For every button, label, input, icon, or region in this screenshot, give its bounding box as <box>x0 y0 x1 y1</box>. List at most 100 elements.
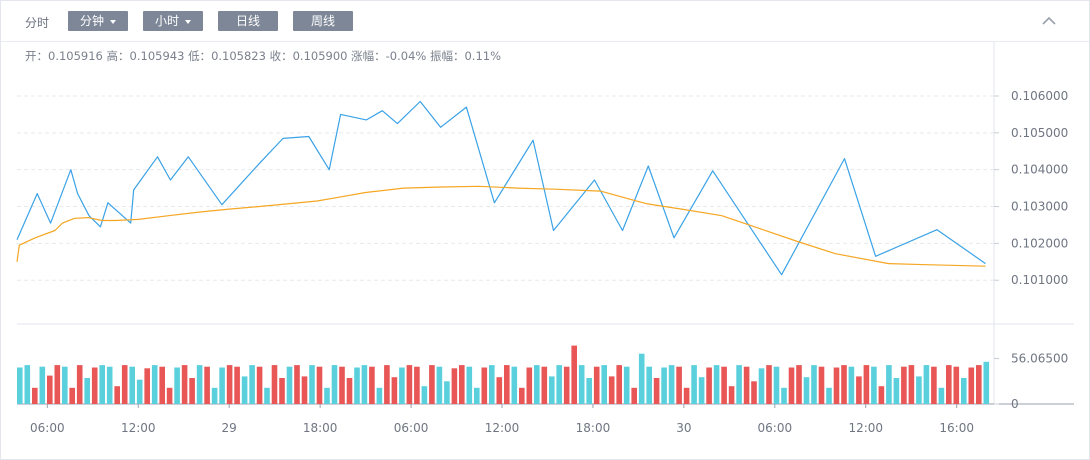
hour-dropdown-button[interactable]: 小时 <box>143 11 203 31</box>
open-label: 开： <box>25 49 48 63</box>
volume-bar <box>496 377 503 404</box>
y-tick-label: 0.106000 <box>1011 89 1068 103</box>
y-tick-label: 0.101000 <box>1011 273 1068 287</box>
volume-tick-label: 56.06500 <box>1011 352 1068 366</box>
collapse-chevron-up-icon[interactable] <box>1039 11 1059 31</box>
volume-bar <box>781 387 787 404</box>
volume-bar <box>706 367 712 404</box>
volume-bar <box>459 365 465 404</box>
volume-bar <box>519 387 525 404</box>
price-line <box>16 100 986 276</box>
volume-bar <box>968 367 975 404</box>
x-tick-label: 16:00 <box>939 421 974 435</box>
volume-bar <box>211 387 218 404</box>
open-value: 0.105916 <box>48 49 103 63</box>
volume-bar <box>916 376 922 404</box>
volume-bar <box>444 381 450 404</box>
volume-bar <box>346 378 353 404</box>
high-value: 0.105943 <box>129 49 185 63</box>
volume-bar <box>796 365 802 404</box>
y-tick-label: 0.105000 <box>1011 126 1068 140</box>
volume-bar <box>856 376 862 404</box>
volume-bar <box>421 386 428 404</box>
volume-bar <box>743 366 750 404</box>
volume-bar <box>436 366 443 404</box>
volume-bar <box>279 378 285 404</box>
volume-bar <box>923 365 930 404</box>
volume-bar <box>249 365 255 404</box>
volume-bar <box>788 367 795 404</box>
x-tick-label: 06:00 <box>394 421 429 435</box>
volume-bar <box>429 365 435 404</box>
volume-bar <box>983 361 990 404</box>
volume-bar <box>376 387 383 404</box>
volume-bar <box>646 366 652 404</box>
volume-bar <box>698 377 705 404</box>
ohlc-readout: 开：0.105916 高：0.105943 低：0.105823 收：0.105… <box>25 48 501 64</box>
minute-dropdown-button[interactable]: 分钟 <box>68 11 128 31</box>
caret-down-icon <box>110 19 116 24</box>
volume-bar <box>773 366 780 404</box>
volume-bar <box>578 365 585 404</box>
volume-bar <box>593 366 600 404</box>
volume-bar <box>758 368 765 404</box>
volume-bar <box>601 365 607 404</box>
x-tick-label: 18:00 <box>303 421 338 435</box>
volume-bar <box>541 366 548 404</box>
minute-label: 分钟 <box>79 14 104 28</box>
volume-bar <box>174 367 180 404</box>
volume-bar <box>736 365 742 404</box>
volume-bar <box>623 366 630 404</box>
volume-bar <box>84 378 90 404</box>
volume-bar <box>713 365 720 404</box>
volume-bar <box>301 376 308 404</box>
x-tick-label: 29 <box>222 421 237 435</box>
volume-bar <box>241 376 248 404</box>
volume-bar <box>339 366 345 404</box>
day-button[interactable]: 日线 <box>218 11 278 31</box>
volume-bar <box>384 365 390 404</box>
volume-bar <box>406 365 413 404</box>
volume-bar <box>226 365 233 404</box>
y-tick-label: 0.102000 <box>1011 236 1068 250</box>
volume-bar <box>811 365 817 404</box>
volume-bar <box>683 387 690 404</box>
volume-bar <box>766 365 772 404</box>
low-value: 0.105823 <box>211 49 266 63</box>
volume-bar <box>331 365 338 404</box>
volume-bar <box>466 366 473 404</box>
caret-down-icon <box>185 19 191 24</box>
volume-bar <box>286 366 293 404</box>
volume-bar <box>563 366 570 404</box>
volume-bar <box>47 375 53 404</box>
close-value: 0.105900 <box>292 49 348 63</box>
volume-bar <box>511 366 518 404</box>
volume-bar <box>354 367 360 404</box>
volume-bar <box>151 365 158 404</box>
volume-bar <box>69 387 75 404</box>
volume-bar <box>886 365 892 404</box>
volume-bar <box>489 365 495 404</box>
volume-bar <box>106 366 113 404</box>
x-tick-label: 06:00 <box>758 421 793 435</box>
volume-bar <box>549 376 555 404</box>
volume-bar <box>534 365 540 404</box>
high-label: 高： <box>106 49 130 63</box>
moving-average-line <box>16 185 986 267</box>
volume-bar <box>144 368 150 404</box>
volume-bar <box>953 366 960 404</box>
volume-bar <box>691 365 697 404</box>
volume-bar <box>294 365 300 404</box>
volume-bar <box>638 353 645 404</box>
volume-bar <box>668 365 675 404</box>
volume-bar <box>159 366 165 404</box>
volume-bar <box>571 345 577 404</box>
volume-bar <box>826 387 832 404</box>
change-label: 涨幅： <box>351 49 386 63</box>
volume-bar <box>676 366 682 404</box>
volume-bar <box>556 365 562 404</box>
tab-timeshare[interactable]: 分时 <box>25 16 50 30</box>
week-button[interactable]: 周线 <box>293 11 353 31</box>
volume-bar <box>818 366 825 404</box>
